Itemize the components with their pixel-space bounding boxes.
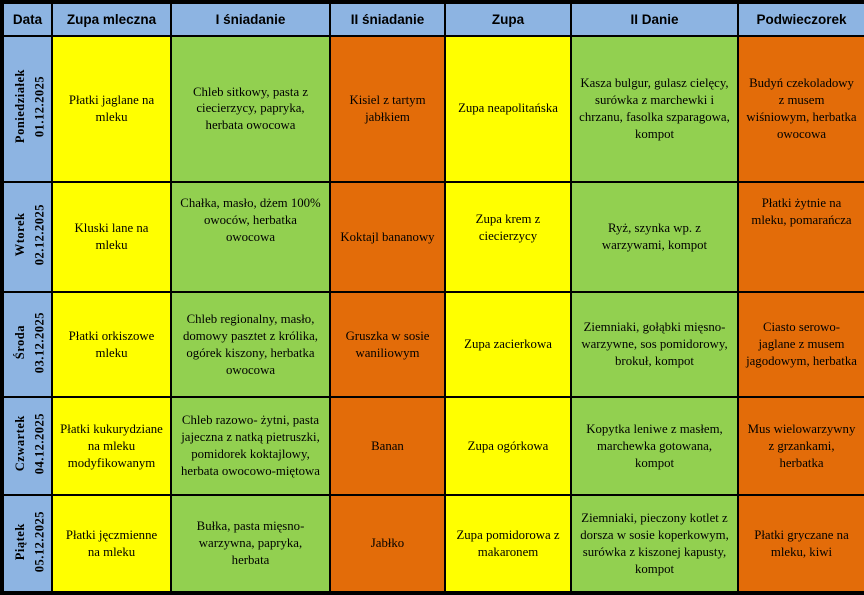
column-header-zupa: Zupa — [444, 1, 572, 37]
cell-zupa-mleczna: Płatki kukurydziane na mleku modyfikowan… — [51, 395, 172, 497]
day-name: Piątek — [13, 522, 27, 560]
cell-zupa-mleczna: Płatki jęczmienne na mleku — [51, 494, 172, 594]
cell-zupa-mleczna: Kluski lane na mleku — [51, 180, 172, 294]
cell-ii-sniadanie: Banan — [329, 395, 446, 497]
day-cell: Czwartek 04.12.2025 — [1, 395, 53, 497]
day-label: Poniedziałek 01.12.2025 — [11, 69, 50, 143]
day-date: 04.12.2025 — [32, 413, 47, 475]
cell-zupa: Zupa ogórkowa — [444, 395, 572, 497]
cell-podwieczorek: Płatki gryczane na mleku, kiwi — [737, 494, 864, 594]
cell-zupa: Zupa zacierkowa — [444, 291, 572, 398]
day-cell: Wtorek 02.12.2025 — [1, 180, 53, 294]
column-header-i-sniadanie: I śniadanie — [170, 1, 331, 37]
day-date: 05.12.2025 — [32, 510, 47, 572]
day-name: Wtorek — [13, 212, 27, 257]
day-date: 03.12.2025 — [32, 311, 47, 373]
day-date: 01.12.2025 — [32, 75, 47, 138]
day-name: Poniedziałek — [13, 69, 27, 144]
day-date: 02.12.2025 — [32, 204, 47, 266]
cell-i-sniadanie: Bułka, pasta mięsno-warzywna, papryka, h… — [170, 494, 331, 594]
column-header-ii-danie: II Danie — [570, 1, 739, 37]
cell-ii-sniadanie: Kisiel z tartym jabłkiem — [329, 35, 446, 183]
table-row-tuesday: Wtorek 02.12.2025 Kluski lane na mleku C… — [1, 180, 864, 294]
cell-ii-sniadanie: Jabłko — [329, 494, 446, 594]
cell-ii-sniadanie: Koktajl bananowy — [329, 180, 446, 294]
cell-zupa-mleczna: Płatki jaglane na mleku — [51, 35, 172, 183]
day-name: Czwartek — [13, 415, 27, 472]
cell-podwieczorek: Mus wielowarzywny z grzankami, herbatka — [737, 395, 864, 497]
cell-zupa: Zupa neapolitańska — [444, 35, 572, 183]
cell-zupa: Zupa krem z ciecierzycy — [444, 180, 572, 294]
cell-ii-danie: Kasza bulgur, gulasz cielęcy, surówka z … — [570, 35, 739, 183]
table-row-thursday: Czwartek 04.12.2025 Płatki kukurydziane … — [1, 395, 864, 497]
cell-ii-danie: Ryż, szynka wp. z warzywami, kompot — [570, 180, 739, 294]
day-name: Środa — [13, 325, 27, 360]
day-label: Środa 03.12.2025 — [11, 312, 50, 373]
day-label: Piątek 05.12.2025 — [11, 511, 50, 572]
cell-podwieczorek: Płatki żytnie na mleku, pomarańcza — [737, 180, 864, 294]
cell-ii-danie: Ziemniaki, gołąbki mięsno-warzywne, sos … — [570, 291, 739, 398]
cell-i-sniadanie: Chleb sitkowy, pasta z ciecierzycy, papr… — [170, 35, 331, 183]
header-row: Data Zupa mleczna I śniadanie II śniadan… — [1, 1, 864, 37]
day-cell: Piątek 05.12.2025 — [1, 494, 53, 594]
column-header-data: Data — [1, 1, 53, 37]
day-label: Czwartek 04.12.2025 — [11, 413, 50, 474]
cell-i-sniadanie: Chleb razowo- żytni, pasta jajeczna z na… — [170, 395, 331, 497]
column-header-zupa-mleczna: Zupa mleczna — [51, 1, 172, 37]
table-row-wednesday: Środa 03.12.2025 Płatki orkiszowe mleku … — [1, 291, 864, 398]
table-row-friday: Piątek 05.12.2025 Płatki jęczmienne na m… — [1, 494, 864, 594]
cell-podwieczorek: Ciasto serowo-jaglane z musem jagodowym,… — [737, 291, 864, 398]
cell-podwieczorek: Budyń czekoladowy z musem wiśniowym, her… — [737, 35, 864, 183]
cell-i-sniadanie: Chałka, masło, dżem 100% owoców, herbatk… — [170, 180, 331, 294]
cell-i-sniadanie: Chleb regionalny, masło, domowy pasztet … — [170, 291, 331, 398]
cell-ii-danie: Ziemniaki, pieczony kotlet z dorsza w so… — [570, 494, 739, 594]
day-cell: Poniedziałek 01.12.2025 — [1, 35, 53, 183]
cell-ii-danie: Kopytka leniwe z masłem, marchewka gotow… — [570, 395, 739, 497]
cell-zupa: Zupa pomidorowa z makaronem — [444, 494, 572, 594]
day-cell: Środa 03.12.2025 — [1, 291, 53, 398]
cell-ii-sniadanie: Gruszka w sosie waniliowym — [329, 291, 446, 398]
table-row-monday: Poniedziałek 01.12.2025 Płatki jaglane n… — [1, 35, 864, 183]
column-header-podwieczorek: Podwieczorek — [737, 1, 864, 37]
day-label: Wtorek 02.12.2025 — [11, 204, 50, 265]
column-header-ii-sniadanie: II śniadanie — [329, 1, 446, 37]
cell-zupa-mleczna: Płatki orkiszowe mleku — [51, 291, 172, 398]
